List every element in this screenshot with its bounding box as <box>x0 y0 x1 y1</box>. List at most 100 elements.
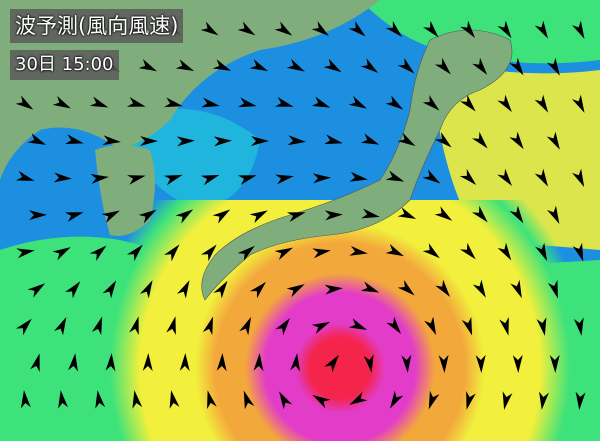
wind-arrow-icon <box>547 279 558 299</box>
wind-arrow-icon <box>163 174 183 186</box>
wind-arrow-icon <box>64 212 84 222</box>
wind-arrow-icon <box>238 97 257 108</box>
wind-arrow-icon <box>213 280 228 299</box>
wind-arrow-icon <box>237 245 255 261</box>
wind-arrow-icon <box>472 57 488 75</box>
wind-arrow-icon <box>52 247 71 261</box>
wind-arrow-icon <box>471 131 488 149</box>
wind-arrow-icon <box>424 316 437 336</box>
wind-arrow-icon <box>200 21 219 36</box>
wind-arrow-icon <box>212 209 231 224</box>
wind-arrow-icon <box>164 244 180 262</box>
wind-arrow-icon <box>275 174 294 185</box>
wind-arrow-icon <box>572 168 585 188</box>
wind-arrow-icon <box>502 391 513 410</box>
wind-arrow-icon <box>216 353 227 372</box>
wind-arrow-icon <box>312 394 331 409</box>
wind-arrow-icon <box>497 242 512 261</box>
wind-arrow-icon <box>360 58 379 73</box>
wind-arrow-icon <box>571 94 585 113</box>
wind-arrows <box>15 20 586 410</box>
wind-arrow-icon <box>434 57 451 75</box>
wind-arrow-icon <box>15 318 32 336</box>
wind-arrow-icon <box>509 57 524 76</box>
wind-arrow-icon <box>471 205 488 223</box>
wind-arrow-icon <box>312 248 331 259</box>
wind-arrow-icon <box>397 207 417 220</box>
wind-arrow-icon <box>30 353 40 373</box>
wind-arrow-icon <box>324 284 343 295</box>
wind-arrow-icon <box>89 96 109 108</box>
wind-arrow-icon <box>105 353 116 372</box>
wind-arrow-icon <box>175 59 195 71</box>
land-japan <box>201 29 513 301</box>
wind-arrow-icon <box>499 317 509 336</box>
wind-arrow-icon <box>243 390 255 410</box>
wind-arrow-icon <box>385 20 403 38</box>
land-china <box>0 0 380 180</box>
wind-arrow-icon <box>546 205 560 224</box>
wind-arrow-icon <box>89 245 107 262</box>
wind-arrow-icon <box>573 317 584 336</box>
wind-arrow-icon <box>397 132 416 147</box>
wind-arrow-icon <box>250 135 269 146</box>
wave-zone-cyan <box>120 108 260 210</box>
wind-arrow-icon <box>466 391 476 410</box>
wind-arrow-icon <box>385 95 404 110</box>
wind-arrow-icon <box>397 57 415 74</box>
wind-arrow-icon <box>422 94 440 111</box>
wind-arrow-icon <box>472 279 486 298</box>
wind-arrow-icon <box>20 390 31 409</box>
wind-arrow-icon <box>200 174 220 186</box>
wind-arrow-icon <box>249 59 269 72</box>
wind-arrow-icon <box>54 316 67 336</box>
wind-arrow-icon <box>575 391 586 410</box>
wind-arrow-icon <box>286 212 306 223</box>
wind-arrow-icon <box>534 20 548 39</box>
wind-arrow-icon <box>461 316 473 336</box>
wind-arrow-icon <box>176 280 190 299</box>
wind-arrow-icon <box>549 354 560 373</box>
wind-arrow-icon <box>311 96 331 108</box>
wind-arrow-icon <box>324 354 339 373</box>
wind-arrow-icon <box>126 97 146 107</box>
wind-arrow-icon <box>535 242 548 262</box>
wind-arrow-icon <box>274 21 293 36</box>
wind-arrow-icon <box>360 281 380 293</box>
wind-arrow-icon <box>475 354 486 373</box>
wind-arrow-icon <box>28 210 47 221</box>
wind-arrow-icon <box>102 280 117 299</box>
wind-arrow-icon <box>363 354 374 373</box>
wind-arrow-icon <box>311 321 331 334</box>
wind-arrow-icon <box>348 95 367 109</box>
wind-arrow-icon <box>385 170 405 182</box>
wind-arrow-icon <box>324 210 343 221</box>
wind-arrow-icon <box>546 131 560 150</box>
wind-arrow-icon <box>434 206 453 221</box>
wind-arrow-icon <box>386 316 402 334</box>
wind-arrow-icon <box>91 316 103 336</box>
wind-arrow-icon <box>139 135 158 146</box>
wind-arrow-icon <box>509 205 524 224</box>
wind-arrow-icon <box>212 59 232 71</box>
wind-arrow-icon <box>253 353 264 372</box>
wind-arrow-icon <box>324 134 343 145</box>
wind-arrow-icon <box>539 391 549 410</box>
wind-arrow-icon <box>239 316 252 336</box>
wind-arrow-icon <box>237 175 257 186</box>
wind-arrow-icon <box>572 242 584 262</box>
wind-arrow-icon <box>571 20 585 39</box>
wind-arrow-icon <box>175 209 194 224</box>
wind-arrow-icon <box>65 281 81 299</box>
wind-arrow-icon <box>435 279 451 297</box>
wind-arrow-icon <box>422 20 439 38</box>
wind-arrow-icon <box>497 168 512 187</box>
wind-arrow-icon <box>438 354 449 373</box>
wind-arrow-icon <box>385 244 405 257</box>
wind-arrow-icon <box>95 390 106 409</box>
wind-arrow-icon <box>138 59 158 72</box>
wind-arrow-icon <box>202 316 214 336</box>
wind-arrow-icon <box>312 173 331 184</box>
